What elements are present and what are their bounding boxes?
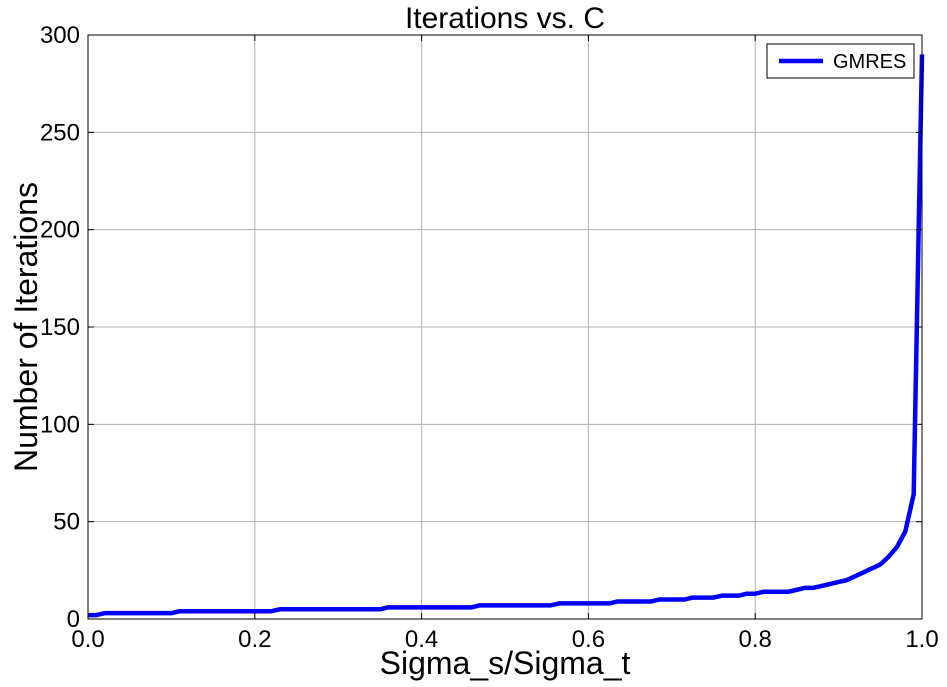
y-tick-label: 50 (53, 509, 80, 536)
y-tick-label: 150 (40, 314, 80, 341)
chart-title: Iterations vs. C (405, 2, 605, 35)
x-tick-label: 1.0 (905, 626, 938, 653)
x-tick-label: 0.4 (405, 626, 438, 653)
y-tick-label: 200 (40, 217, 80, 244)
ticks (87, 34, 923, 620)
grid (88, 35, 922, 619)
series-line-gmres (88, 54, 925, 618)
y-tick-label: 250 (40, 119, 80, 146)
x-tick-label: 0.6 (572, 626, 605, 653)
y-tick-label: 300 (40, 22, 80, 49)
x-tick-label: 0.8 (739, 626, 772, 653)
x-tick-label: 0.0 (71, 626, 104, 653)
y-tick-label: 100 (40, 411, 80, 438)
tick-labels: 0.0 0.2 0.4 0.6 0.8 1.0 0 50 100 150 200 250 300 (40, 22, 939, 653)
x-axis-label: Sigma_s/Sigma_t (380, 645, 631, 681)
legend: GMRES (766, 43, 915, 79)
x-tick-label: 0.2 (238, 626, 271, 653)
y-axis-label: Number of Iterations (8, 182, 44, 472)
legend-label-gmres: GMRES (833, 51, 906, 73)
y-tick-label: 0 (67, 606, 80, 633)
series-layer (88, 54, 925, 618)
